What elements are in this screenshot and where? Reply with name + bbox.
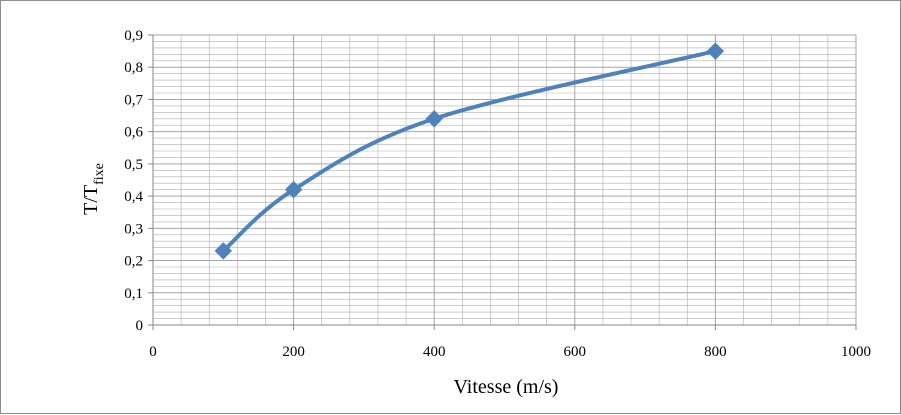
y-tick-label: 0,5	[124, 157, 143, 173]
y-tick-labels: 0 0,1 0,2 0,3 0,4 0,5 0,6 0,7 0,8 0,9	[124, 28, 153, 334]
x-tick-label: 200	[282, 344, 305, 360]
y-tick-label: 0,9	[124, 28, 143, 44]
y-tick-label: 0	[136, 318, 144, 334]
x-tick-label: 0	[149, 344, 157, 360]
y-tick-label: 0,6	[124, 125, 143, 141]
grid-lines	[152, 34, 857, 326]
series-line	[221, 49, 718, 253]
y-tick-label: 0,8	[124, 60, 143, 76]
data-point-marker	[425, 110, 443, 128]
y-tick-label: 0,1	[124, 286, 143, 302]
x-tick-label: 400	[423, 344, 446, 360]
x-tick-label: 800	[704, 344, 727, 360]
data-point-marker	[284, 180, 303, 199]
axes	[152, 35, 856, 326]
y-axis-title-main: T/T	[80, 185, 102, 215]
y-tick-label: 0,2	[124, 254, 143, 270]
x-tick-labels: 0 200 400 600 800 1000	[149, 325, 871, 360]
data-point-marker	[706, 42, 725, 60]
x-tick-label: 600	[564, 344, 587, 360]
y-axis-title: T/Tfixe	[80, 163, 107, 215]
x-tick-label: 1000	[841, 344, 871, 360]
y-tick-label: 0,4	[124, 189, 143, 205]
y-tick-label: 0,7	[124, 92, 143, 108]
series	[214, 42, 725, 260]
y-tick-label: 0,3	[124, 221, 143, 237]
y-axis-title-subscript: fixe	[92, 163, 107, 185]
data-point-marker	[214, 242, 233, 260]
x-axis-title: Vitesse (m/s)	[454, 376, 559, 398]
